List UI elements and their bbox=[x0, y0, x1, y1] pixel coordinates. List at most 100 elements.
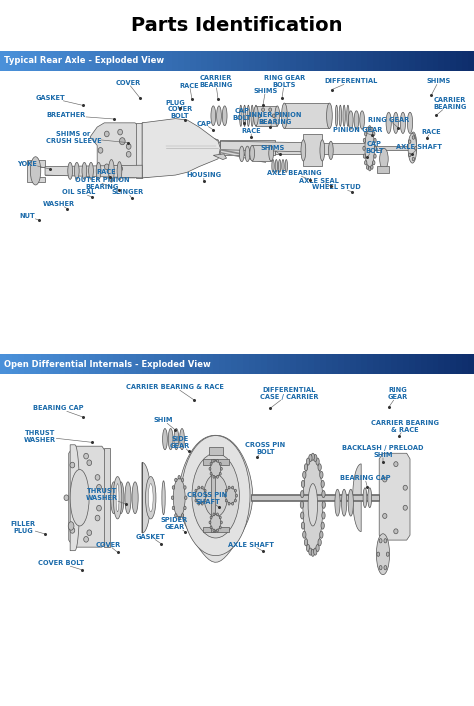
Bar bbox=[195, 354, 201, 374]
Ellipse shape bbox=[195, 489, 197, 492]
Ellipse shape bbox=[377, 552, 380, 556]
Ellipse shape bbox=[239, 105, 242, 126]
Bar bbox=[112, 354, 118, 374]
Ellipse shape bbox=[244, 105, 246, 126]
Ellipse shape bbox=[75, 476, 80, 481]
Bar bbox=[41, 354, 47, 374]
Bar bbox=[207, 354, 213, 374]
Text: CROSS PIN
BOLT: CROSS PIN BOLT bbox=[246, 442, 285, 457]
Ellipse shape bbox=[247, 105, 249, 126]
Ellipse shape bbox=[184, 506, 186, 510]
Bar bbox=[377, 166, 389, 173]
Bar bbox=[172, 354, 178, 374]
Ellipse shape bbox=[116, 484, 119, 512]
Bar bbox=[361, 354, 367, 374]
Ellipse shape bbox=[172, 506, 174, 510]
Ellipse shape bbox=[343, 105, 345, 126]
Ellipse shape bbox=[346, 105, 349, 126]
Ellipse shape bbox=[328, 141, 333, 160]
Ellipse shape bbox=[232, 486, 234, 489]
Polygon shape bbox=[179, 436, 253, 562]
Polygon shape bbox=[220, 141, 303, 152]
Ellipse shape bbox=[369, 126, 371, 130]
Ellipse shape bbox=[304, 539, 308, 546]
Text: HOUSING: HOUSING bbox=[186, 172, 221, 181]
Ellipse shape bbox=[181, 436, 250, 556]
Bar bbox=[6, 354, 12, 374]
Ellipse shape bbox=[210, 526, 212, 529]
Ellipse shape bbox=[407, 112, 412, 133]
Ellipse shape bbox=[239, 146, 244, 162]
Ellipse shape bbox=[195, 488, 206, 503]
Bar bbox=[65, 51, 71, 71]
Ellipse shape bbox=[172, 496, 173, 500]
Bar bbox=[184, 354, 190, 374]
Ellipse shape bbox=[110, 482, 117, 514]
Bar bbox=[409, 51, 415, 71]
Bar bbox=[18, 51, 24, 71]
Ellipse shape bbox=[303, 531, 306, 538]
Text: SPIDER
GEAR: SPIDER GEAR bbox=[161, 517, 188, 532]
Bar bbox=[462, 354, 468, 374]
Ellipse shape bbox=[307, 458, 310, 465]
Bar bbox=[344, 51, 349, 71]
Text: AXLE SHAFT: AXLE SHAFT bbox=[228, 542, 274, 551]
Ellipse shape bbox=[219, 462, 221, 465]
Text: WASHER: WASHER bbox=[43, 201, 75, 209]
Ellipse shape bbox=[412, 136, 415, 139]
Ellipse shape bbox=[414, 147, 417, 150]
Ellipse shape bbox=[97, 505, 101, 511]
Text: SHIM: SHIM bbox=[154, 417, 175, 430]
Ellipse shape bbox=[383, 513, 387, 518]
Bar bbox=[326, 354, 332, 374]
Ellipse shape bbox=[68, 162, 73, 179]
Text: SHIMS: SHIMS bbox=[426, 78, 451, 95]
Ellipse shape bbox=[303, 472, 306, 479]
Bar bbox=[100, 51, 107, 71]
Ellipse shape bbox=[368, 488, 372, 508]
Bar bbox=[261, 51, 266, 71]
Ellipse shape bbox=[371, 127, 373, 131]
Text: YOKE: YOKE bbox=[18, 160, 50, 169]
Ellipse shape bbox=[374, 154, 376, 158]
Bar bbox=[391, 354, 397, 374]
Ellipse shape bbox=[104, 164, 109, 169]
Ellipse shape bbox=[365, 128, 374, 167]
Bar bbox=[195, 51, 201, 71]
Ellipse shape bbox=[348, 489, 353, 516]
Ellipse shape bbox=[245, 146, 250, 162]
Bar bbox=[36, 51, 41, 71]
Ellipse shape bbox=[118, 482, 124, 514]
Bar bbox=[77, 51, 83, 71]
Ellipse shape bbox=[89, 162, 93, 179]
Bar bbox=[45, 167, 101, 175]
Bar bbox=[379, 354, 385, 374]
Ellipse shape bbox=[236, 494, 237, 497]
Ellipse shape bbox=[365, 131, 367, 136]
Bar bbox=[432, 51, 438, 71]
Bar bbox=[47, 51, 53, 71]
Ellipse shape bbox=[125, 482, 131, 514]
Ellipse shape bbox=[180, 429, 184, 450]
Ellipse shape bbox=[383, 477, 387, 482]
Text: SLINGER: SLINGER bbox=[112, 189, 144, 198]
Ellipse shape bbox=[224, 494, 226, 497]
Ellipse shape bbox=[181, 514, 184, 517]
Bar bbox=[370, 146, 410, 150]
Bar bbox=[59, 51, 65, 71]
Ellipse shape bbox=[321, 480, 324, 487]
Ellipse shape bbox=[172, 486, 174, 489]
Bar bbox=[397, 354, 403, 374]
Ellipse shape bbox=[272, 160, 274, 172]
Text: CAP: CAP bbox=[196, 121, 213, 130]
Bar bbox=[213, 51, 219, 71]
Bar bbox=[373, 354, 379, 374]
Ellipse shape bbox=[301, 522, 305, 530]
Ellipse shape bbox=[84, 537, 89, 542]
Ellipse shape bbox=[210, 472, 212, 475]
Bar bbox=[83, 51, 89, 71]
Bar bbox=[36, 354, 41, 374]
Polygon shape bbox=[303, 134, 322, 166]
Bar bbox=[166, 51, 172, 71]
Ellipse shape bbox=[198, 486, 200, 489]
